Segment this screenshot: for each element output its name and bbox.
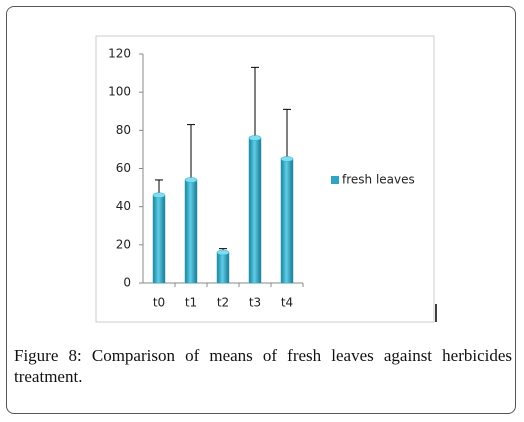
chart-area xyxy=(95,35,435,323)
legend-label: fresh leaves xyxy=(342,173,415,187)
x-tick-label: t0 xyxy=(153,296,165,310)
x-tick-label: t2 xyxy=(217,296,229,310)
bar xyxy=(248,137,262,284)
x-tick-label: t1 xyxy=(185,296,197,310)
y-tick-label: 40 xyxy=(116,199,131,213)
caption: Figure 8: Comparison of means of fresh l… xyxy=(14,345,512,387)
y-tick-label: 20 xyxy=(116,237,131,251)
bar-top xyxy=(216,249,230,256)
y-tick-label: 0 xyxy=(123,276,131,290)
y-tick-label: 120 xyxy=(108,47,131,61)
bar-top xyxy=(248,135,262,141)
bar xyxy=(184,179,198,284)
bar xyxy=(280,158,294,284)
bar xyxy=(216,252,230,284)
y-tick-label: 80 xyxy=(116,123,131,137)
caption-label: Figure 8: xyxy=(14,346,82,365)
x-tick-label: t4 xyxy=(281,296,293,310)
y-tick-label: 100 xyxy=(108,85,131,99)
chart: 0 20 40 60 80 100 120 t0 t1 t2 t3 t4 fresh leaves xyxy=(95,35,437,323)
bar-top xyxy=(152,192,166,198)
bar-top xyxy=(280,156,294,162)
y-tick-label: 60 xyxy=(116,161,131,175)
x-tick-label: t3 xyxy=(249,296,261,310)
bar xyxy=(152,194,166,284)
legend-swatch xyxy=(331,176,339,184)
caption-text: Comparison of means of fresh leaves agai… xyxy=(14,346,513,386)
bar-top xyxy=(184,177,198,183)
figure-frame xyxy=(6,6,516,414)
